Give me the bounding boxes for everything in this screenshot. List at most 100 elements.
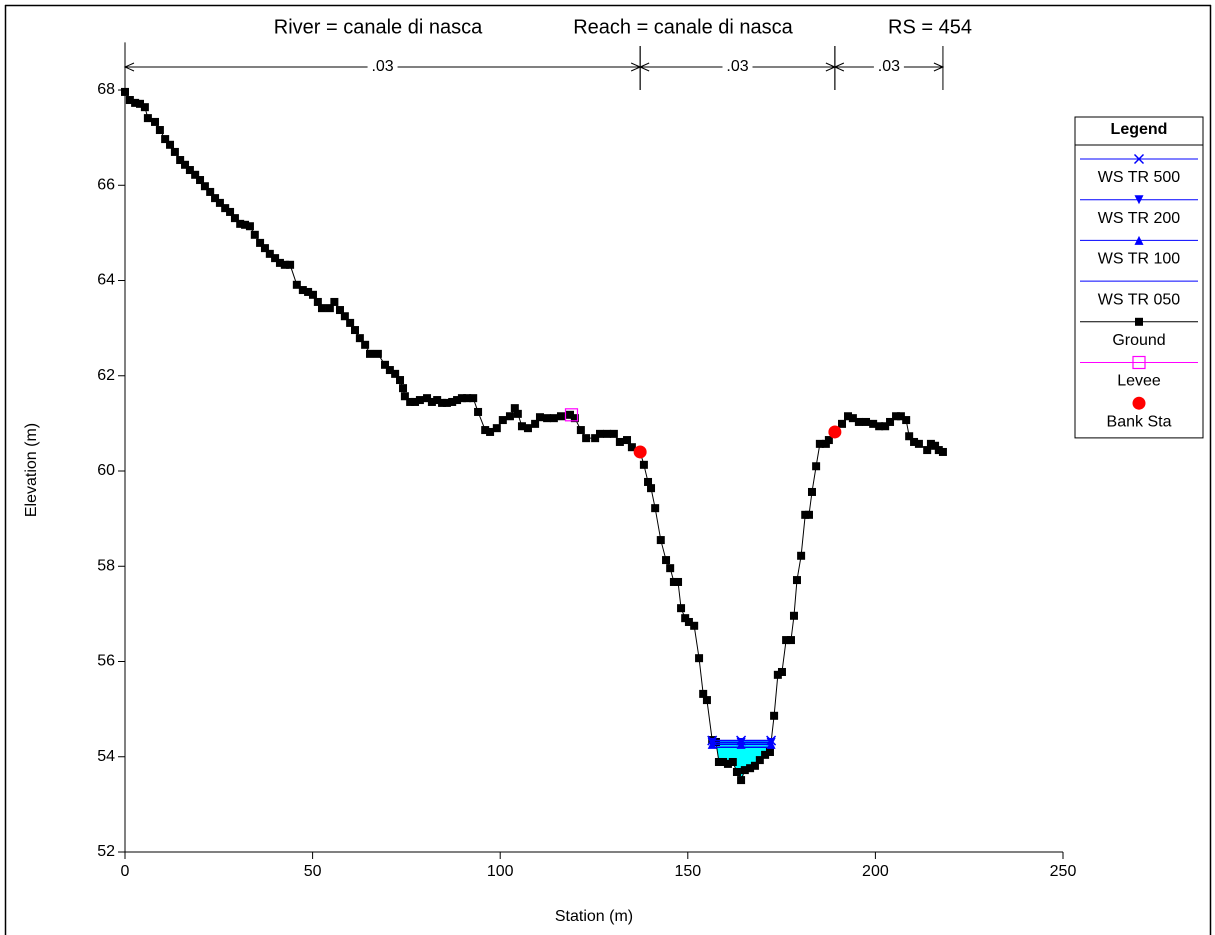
marker: [313, 297, 322, 306]
marker: [125, 96, 134, 105]
marker: [317, 304, 326, 313]
marker: [674, 577, 683, 586]
legend-title: Legend: [1111, 121, 1168, 138]
marker: [155, 126, 164, 135]
marker: [366, 349, 375, 358]
marker: [556, 412, 565, 421]
marker: [695, 654, 704, 663]
marker: [755, 756, 764, 765]
marker: [669, 577, 678, 586]
y-axis-label: Elevation (m): [23, 423, 40, 517]
marker: [381, 360, 390, 369]
marker: [690, 621, 699, 630]
marker: [292, 280, 301, 289]
marker: [615, 437, 624, 446]
marker: [905, 432, 914, 441]
marker: [241, 220, 250, 229]
marker: [881, 422, 890, 431]
x-tick-label: 250: [1050, 863, 1077, 880]
marker: [211, 194, 220, 203]
marker: [702, 696, 711, 705]
marker: [350, 326, 359, 335]
legend-label: Ground: [1112, 332, 1165, 349]
marker: [564, 408, 579, 422]
legend-marker: [1132, 396, 1146, 410]
title-reach: Reach = canale di nasca: [573, 16, 793, 38]
legend-label: Levee: [1117, 373, 1161, 390]
marker: [926, 439, 935, 448]
x-tick-label: 150: [674, 863, 701, 880]
marker: [666, 564, 675, 573]
marker: [335, 306, 344, 315]
legend-marker: [1134, 235, 1144, 245]
marker: [714, 757, 723, 766]
marker: [355, 334, 364, 343]
marker: [596, 429, 605, 438]
marker: [875, 422, 884, 431]
marker: [406, 397, 415, 406]
marker: [131, 98, 140, 107]
marker: [457, 394, 466, 403]
y-tick-label: 60: [97, 462, 115, 479]
legend-box: [1074, 116, 1204, 439]
marker: [469, 394, 478, 403]
marker: [181, 160, 190, 169]
marker: [931, 441, 940, 450]
marker: [914, 439, 923, 448]
marker: [934, 446, 943, 455]
n-value-label: .03: [726, 58, 748, 75]
marker: [732, 767, 741, 776]
marker: [644, 477, 653, 486]
marker: [498, 416, 507, 425]
marker: [807, 487, 816, 496]
marker: [166, 140, 175, 149]
marker: [453, 396, 462, 405]
x-axis-label: Station (m): [555, 908, 633, 925]
y-tick-label: 64: [97, 272, 115, 289]
marker: [792, 576, 801, 585]
y-tick-label: 68: [97, 81, 115, 98]
marker: [576, 426, 585, 435]
water-fill: [712, 740, 772, 781]
marker: [609, 429, 618, 438]
marker: [786, 636, 795, 645]
marker: [761, 750, 770, 759]
marker: [250, 230, 259, 239]
marker: [185, 166, 194, 175]
marker: [286, 260, 295, 269]
marker: [896, 412, 905, 421]
marker: [513, 409, 522, 418]
x-tick-label: 100: [487, 863, 514, 880]
marker: [869, 419, 878, 428]
marker: [531, 419, 540, 428]
marker: [627, 443, 636, 452]
marker: [815, 439, 824, 448]
marker: [196, 176, 205, 185]
marker: [481, 426, 490, 435]
marker: [797, 551, 806, 560]
marker: [280, 260, 289, 269]
legend-marker: [1134, 195, 1144, 205]
marker: [647, 484, 656, 493]
marker: [136, 99, 145, 108]
marker: [442, 398, 451, 407]
marker: [236, 219, 245, 228]
marker: [486, 427, 495, 436]
legend-label: Bank Sta: [1107, 413, 1172, 430]
marker: [275, 258, 284, 267]
marker: [492, 424, 501, 433]
marker: [603, 429, 612, 438]
marker: [736, 735, 747, 746]
marker: [330, 297, 339, 306]
y-tick-label: 52: [97, 843, 115, 860]
marker: [804, 510, 813, 519]
marker: [765, 747, 774, 756]
marker: [438, 398, 447, 407]
x-tick-label: 200: [862, 863, 889, 880]
marker: [639, 460, 648, 469]
marker: [298, 286, 307, 295]
marker: [707, 735, 718, 746]
y-tick-label: 54: [97, 748, 115, 765]
marker: [677, 604, 686, 613]
marker: [399, 384, 408, 393]
